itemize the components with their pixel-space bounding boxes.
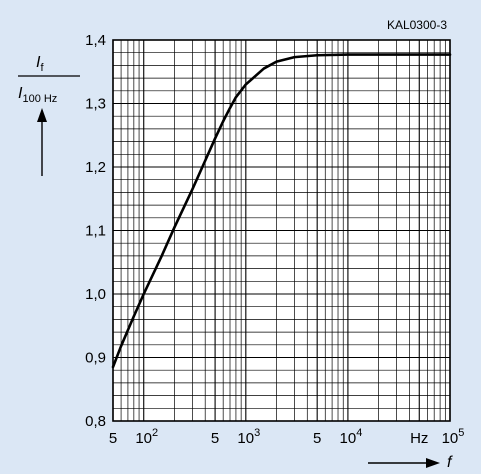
y-label-denominator: I100 Hz — [18, 85, 57, 105]
series-line-0 — [111, 53, 452, 369]
x-axis-label: f — [368, 454, 453, 471]
x-tick-label: 5 — [211, 430, 219, 447]
y-tick-label: 1,3 — [85, 96, 106, 113]
y-tick-label: 0,9 — [85, 350, 106, 367]
grid-major — [112, 39, 451, 422]
x-tick-label: 105 — [442, 427, 465, 447]
y-tick-label: 1,2 — [85, 159, 106, 176]
x-tick-label: 5 — [109, 430, 117, 447]
x-tick-label: 102 — [135, 427, 158, 447]
chart-code-label: KAL0300-3 — [387, 18, 447, 32]
x-label-text: f — [447, 454, 453, 469]
x-tick-label: 103 — [237, 427, 260, 447]
y-tick-label: 0,8 — [85, 413, 106, 430]
plot-frame — [112, 39, 451, 422]
y-tick-label: 1,1 — [85, 223, 106, 240]
y-tick-label: 1,4 — [85, 32, 106, 49]
series-layer — [111, 53, 452, 369]
x-label-arrow-head — [426, 458, 440, 468]
y-tick-label: 1,0 — [85, 286, 106, 303]
y-label-numerator: If — [36, 54, 44, 74]
x-tick-label: 104 — [340, 427, 363, 447]
tick-labels: 0,8 0,9 1,0 1,1 1,2 1,3 1,4 5 102 5 103 5 104 Hz 105 — [85, 32, 464, 447]
x-tick-label: 5 — [313, 430, 321, 447]
y-axis-label: If I100 Hz — [18, 54, 80, 176]
x-tick-label: Hz — [410, 430, 428, 447]
y-label-arrow-head — [37, 108, 47, 122]
